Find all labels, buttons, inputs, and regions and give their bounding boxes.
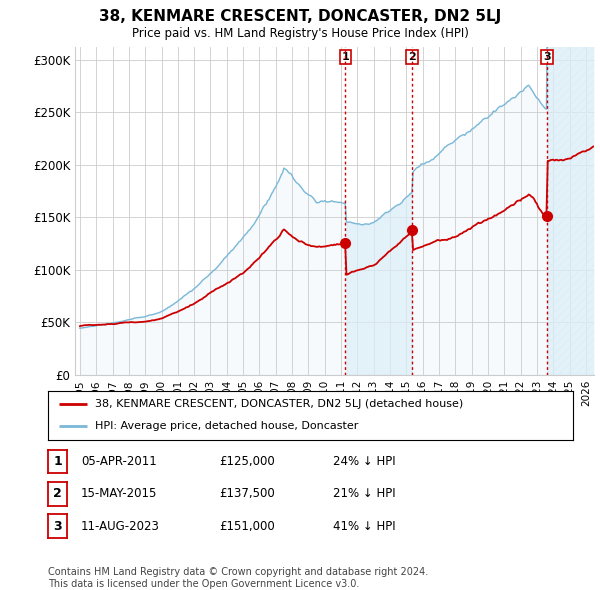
Text: £137,500: £137,500 — [219, 487, 275, 500]
Text: 38, KENMARE CRESCENT, DONCASTER, DN2 5LJ: 38, KENMARE CRESCENT, DONCASTER, DN2 5LJ — [99, 9, 501, 24]
Text: 1: 1 — [341, 52, 349, 62]
Text: £125,000: £125,000 — [219, 455, 275, 468]
Text: £151,000: £151,000 — [219, 520, 275, 533]
Text: 2: 2 — [53, 487, 62, 500]
Text: 3: 3 — [53, 520, 62, 533]
Text: HPI: Average price, detached house, Doncaster: HPI: Average price, detached house, Donc… — [95, 421, 359, 431]
Text: 11-AUG-2023: 11-AUG-2023 — [81, 520, 160, 533]
Text: 05-APR-2011: 05-APR-2011 — [81, 455, 157, 468]
Text: Price paid vs. HM Land Registry's House Price Index (HPI): Price paid vs. HM Land Registry's House … — [131, 27, 469, 40]
Text: 15-MAY-2015: 15-MAY-2015 — [81, 487, 157, 500]
Text: 38, KENMARE CRESCENT, DONCASTER, DN2 5LJ (detached house): 38, KENMARE CRESCENT, DONCASTER, DN2 5LJ… — [95, 399, 464, 409]
Text: Contains HM Land Registry data © Crown copyright and database right 2024.
This d: Contains HM Land Registry data © Crown c… — [48, 567, 428, 589]
Text: 41% ↓ HPI: 41% ↓ HPI — [333, 520, 395, 533]
Text: 1: 1 — [53, 455, 62, 468]
Text: 24% ↓ HPI: 24% ↓ HPI — [333, 455, 395, 468]
Text: 21% ↓ HPI: 21% ↓ HPI — [333, 487, 395, 500]
Text: 3: 3 — [543, 52, 551, 62]
Text: 2: 2 — [409, 52, 416, 62]
